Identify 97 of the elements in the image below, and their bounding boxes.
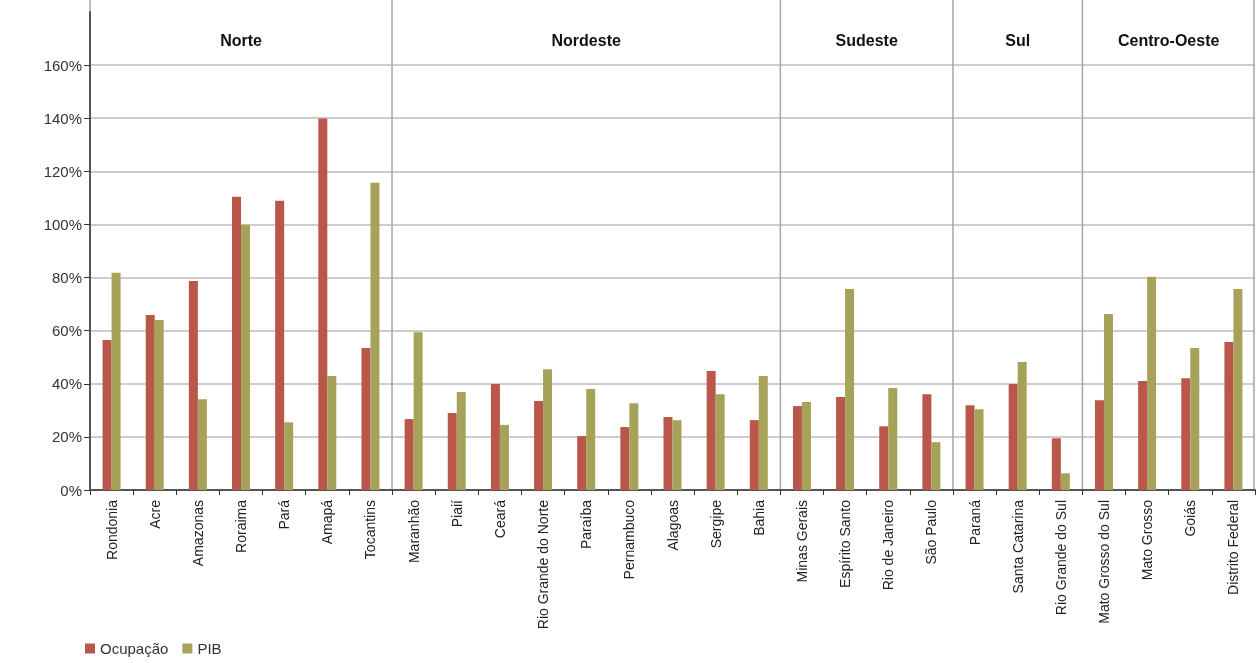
bar (1008, 384, 1018, 490)
x-tick-label: Paraná (966, 499, 983, 546)
bar (1224, 342, 1234, 490)
bar (1051, 438, 1061, 490)
x-tick-label: Paraíba (578, 499, 595, 550)
x-tick-label: Maranhão (405, 499, 422, 564)
y-tick-label: 60% (51, 322, 82, 340)
bar (241, 224, 251, 490)
bar (284, 422, 294, 490)
bar (490, 384, 500, 490)
x-tick-label: Sergipe (707, 499, 724, 549)
x-tick-label: Piaií (448, 499, 465, 528)
y-tick-label: 80% (51, 269, 82, 287)
bar (792, 406, 802, 490)
bar (931, 442, 941, 490)
x-tick-label: Pernambuco (621, 499, 638, 580)
x-tick-label: Santa Catarina (1009, 499, 1026, 594)
bar (620, 427, 630, 490)
annotation: Nordeste (551, 31, 621, 49)
bar (1017, 362, 1027, 490)
bar (499, 424, 509, 490)
bar (888, 388, 898, 490)
bar (1233, 288, 1243, 490)
x-tick-label: Distrito Federal (1225, 500, 1242, 595)
legend-label: Ocupação (100, 640, 169, 657)
bar (1103, 313, 1113, 490)
bar (922, 394, 932, 490)
annotation: Sudeste (835, 31, 898, 49)
y-tick-label: 0% (60, 481, 82, 499)
bar (1147, 276, 1157, 490)
bar (1094, 400, 1104, 490)
bar (413, 332, 423, 490)
x-tick-label: Pará (276, 499, 293, 530)
bar (672, 420, 682, 490)
bar (758, 376, 768, 490)
y-tick-label: 100% (43, 215, 82, 233)
bar (1181, 378, 1191, 490)
bar (447, 412, 457, 490)
x-tick-label: Goiás (1182, 500, 1199, 537)
x-tick-label: Minas Gerais (793, 500, 810, 583)
bar (879, 426, 889, 490)
x-tick-label: Tocantins (362, 500, 379, 560)
y-tick-label: 140% (43, 109, 82, 127)
bar (327, 376, 337, 490)
x-tick-label: Acre (146, 499, 163, 529)
bar (370, 182, 380, 490)
annotation: Norte (220, 31, 263, 49)
bar (404, 419, 414, 490)
x-tick-label: Amapá (319, 499, 336, 545)
y-tick-label: 20% (51, 428, 82, 446)
bar (1138, 381, 1148, 490)
x-tick-label: Rondonia (103, 499, 120, 560)
x-tick-label: Bahia (750, 499, 767, 536)
bar (456, 392, 466, 490)
bar (145, 315, 155, 490)
x-tick-label: Roraima (233, 499, 250, 553)
x-tick-label: Ceará (491, 499, 508, 539)
bar (197, 399, 207, 490)
x-tick-label: Alagoas (664, 500, 681, 551)
bar (577, 436, 587, 490)
annotation: Centro-Oeste (1118, 31, 1220, 49)
bar (275, 200, 285, 490)
bar (111, 272, 121, 490)
annotation: Sul (1005, 31, 1031, 49)
y-tick-label: 120% (43, 162, 82, 180)
y-tick-label: 40% (51, 375, 82, 393)
bar (715, 394, 725, 490)
bar (586, 389, 596, 490)
bar (801, 402, 811, 490)
bar (543, 369, 553, 490)
bar (154, 320, 164, 490)
bar (534, 401, 544, 490)
legend-label: PIB (197, 640, 222, 657)
bar (663, 416, 673, 490)
bar (361, 347, 371, 490)
x-tick-label: Rio Grande do Norte (535, 499, 552, 630)
x-tick-label: Amazonas (189, 500, 206, 567)
bar (102, 339, 112, 490)
x-tick-label: Mato Grosso (1139, 499, 1156, 581)
x-tick-label: Rio Grande do Sul (1052, 500, 1069, 616)
bar (318, 118, 328, 490)
x-tick-label: Rio de Janeiro (880, 499, 897, 591)
bar (749, 420, 759, 490)
x-tick-label: Mato Grosso do Sul (1095, 500, 1112, 624)
bar (974, 409, 984, 490)
bar (965, 405, 975, 490)
bar (706, 371, 716, 490)
y-tick-label: 160% (43, 56, 82, 74)
bar (188, 281, 198, 490)
x-tick-label: São Paulo (923, 499, 940, 565)
bar (1190, 347, 1200, 490)
x-tick-label: Espírito Santo (837, 499, 854, 588)
bar (232, 196, 242, 490)
bar (1060, 473, 1070, 490)
bar (836, 397, 846, 490)
bar (845, 288, 855, 490)
bar (629, 403, 639, 490)
